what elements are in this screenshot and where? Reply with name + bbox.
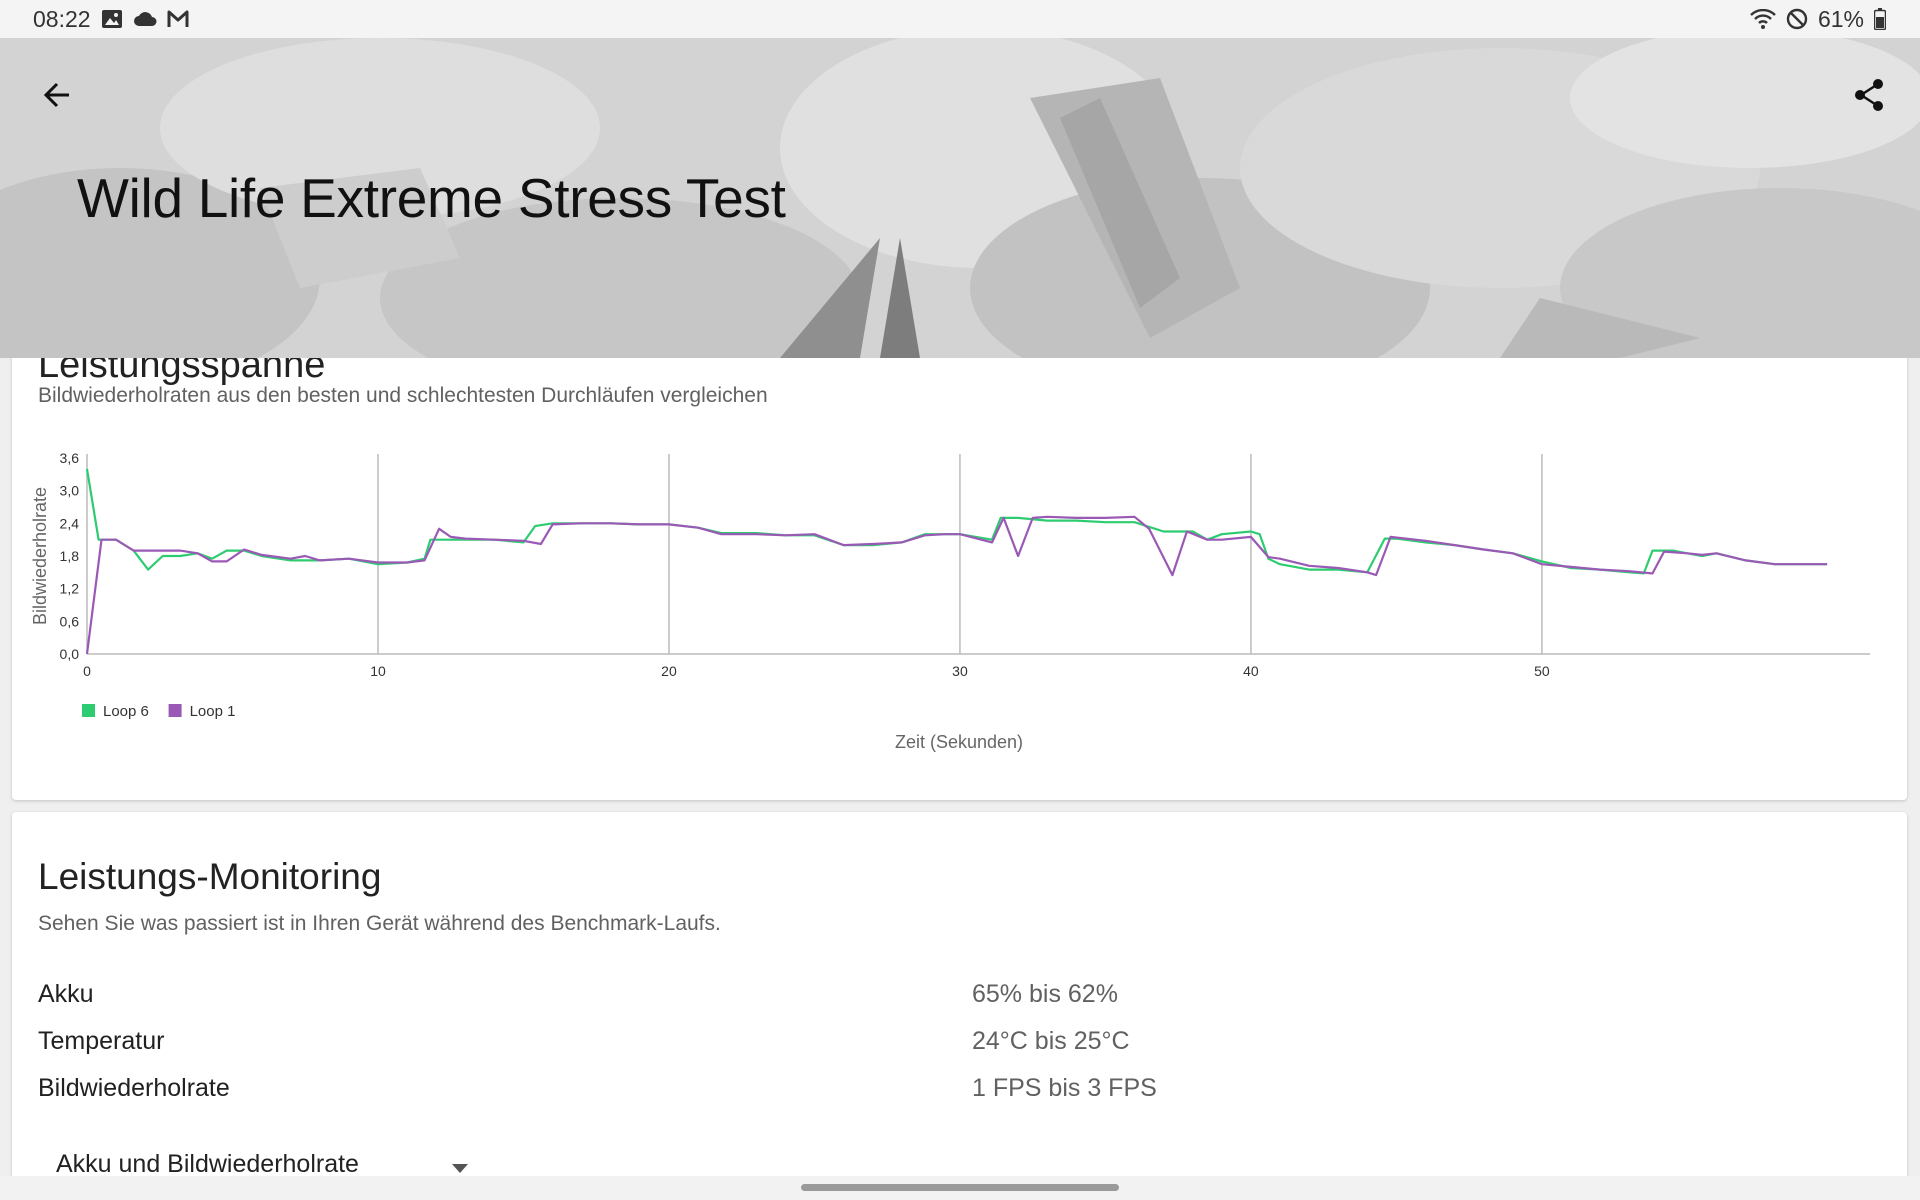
- y-tick-label: 1,2: [60, 581, 80, 597]
- battery-icon: [1874, 8, 1886, 30]
- gesture-handle[interactable]: [801, 1184, 1119, 1191]
- monitoring-label: Akku: [38, 980, 94, 1008]
- monitoring-row-battery: Akku 65% bis 62%: [38, 980, 1878, 1020]
- wifi-icon: [1750, 9, 1776, 29]
- navigation-bar: [0, 1176, 1920, 1200]
- x-axis-title: Zeit (Sekunden): [895, 732, 1023, 752]
- status-bar: 08:22 61%: [0, 0, 1920, 38]
- chart-type-dropdown[interactable]: Akku und Bildwiederholrate: [56, 1150, 516, 1190]
- y-tick-label: 3,0: [60, 483, 80, 499]
- monitoring-subtitle: Sehen Sie was passiert ist in Ihren Gerä…: [38, 912, 721, 935]
- legend-label: Loop 6: [103, 703, 149, 720]
- monitoring-row-framerate: Bildwiederholrate 1 FPS bis 3 FPS: [38, 1074, 1878, 1114]
- x-tick-label: 0: [83, 663, 91, 679]
- arrow-left-icon: [43, 82, 69, 108]
- do-not-disturb-icon: [1786, 8, 1808, 30]
- dropdown-selected-value: Akku und Bildwiederholrate: [56, 1150, 359, 1178]
- battery-percent: 61%: [1817, 5, 1864, 32]
- monitoring-value: 65% bis 62%: [972, 980, 1118, 1008]
- fps-chart-container: 0 10 20 30 40 50 0,0 0,6 1,2 1,8 2,4 3,0 3,6 Bildwied…: [12, 450, 1907, 790]
- status-left: 08:22: [33, 6, 189, 33]
- y-tick-label: 0,6: [60, 613, 80, 629]
- share-button[interactable]: [1840, 66, 1898, 124]
- hero-background-image: [0, 38, 1920, 358]
- back-button[interactable]: [28, 66, 86, 124]
- x-tick-label: 40: [1243, 663, 1259, 679]
- fps-chart: 0 10 20 30 40 50 0,0 0,6 1,2 1,8 2,4 3,0 3,6 Bildwied…: [30, 450, 1870, 752]
- x-tick-label: 10: [370, 663, 386, 679]
- performance-range-card: Leistungsspanne Bildwiederholraten aus d…: [12, 330, 1907, 800]
- x-tick-label: 50: [1534, 663, 1550, 679]
- monitoring-label: Temperatur: [38, 1027, 165, 1055]
- performance-range-subtitle: Bildwiederholraten aus den besten und sc…: [38, 384, 768, 407]
- monitoring-value: 24°C bis 25°C: [972, 1027, 1130, 1055]
- legend-swatch: [82, 704, 95, 717]
- status-time: 08:22: [33, 5, 91, 32]
- monitoring-value: 1 FPS bis 3 FPS: [972, 1074, 1157, 1102]
- dropdown-arrow-icon[interactable]: [452, 1164, 468, 1173]
- gmail-icon: [167, 10, 189, 27]
- legend-swatch: [168, 704, 182, 717]
- monitoring-title: Leistungs-Monitoring: [38, 856, 382, 897]
- status-right: 61%: [1750, 6, 1886, 33]
- x-tick-label: 30: [952, 663, 968, 679]
- legend-label: Loop 1: [190, 703, 236, 720]
- y-axis-title: Bildwiederholrate: [30, 487, 50, 625]
- cloud-icon: [133, 12, 157, 26]
- hero-header: Wild Life Extreme Stress Test: [0, 38, 1920, 358]
- y-tick-label: 1,8: [60, 548, 80, 564]
- share-icon: [1855, 79, 1883, 111]
- y-tick-label: 2,4: [60, 515, 80, 531]
- y-tick-label: 3,6: [60, 450, 80, 466]
- image-icon: [101, 10, 122, 28]
- series-line-loop-1: [85, 515, 1828, 655]
- performance-monitoring-card: Leistungs-Monitoring Sehen Sie was passi…: [12, 812, 1907, 1200]
- y-tick-label: 0,0: [60, 646, 80, 662]
- monitoring-label: Bildwiederholrate: [38, 1074, 230, 1102]
- monitoring-row-temperature: Temperatur 24°C bis 25°C: [38, 1027, 1878, 1067]
- page-title: Wild Life Extreme Stress Test: [77, 167, 786, 229]
- x-tick-label: 20: [661, 663, 677, 679]
